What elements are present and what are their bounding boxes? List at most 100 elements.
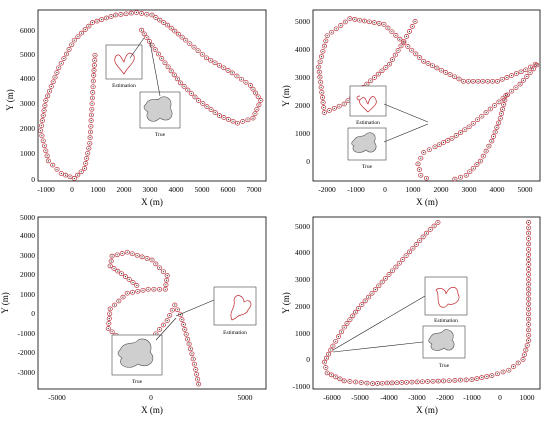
trajectory-point — [91, 62, 97, 68]
trajectory-point — [406, 29, 413, 34]
trajectory-point — [409, 47, 415, 53]
trajectory-center — [87, 152, 89, 154]
trajectory-center — [242, 120, 244, 123]
trajectory-center — [401, 381, 403, 384]
trajectory-center — [528, 259, 530, 261]
trajectory-point — [174, 76, 180, 82]
trajectory-point — [186, 341, 192, 347]
trajectory-center — [42, 140, 44, 142]
trajectory-point — [405, 44, 411, 49]
trajectory-point — [175, 307, 181, 313]
trajectory-markers — [321, 220, 532, 386]
trajectory-point — [470, 120, 476, 126]
trajectory-point — [86, 145, 92, 151]
trajectory-point — [208, 57, 214, 63]
trajectory-point — [333, 338, 339, 344]
trajectory-point — [135, 288, 141, 294]
trajectory-point — [355, 306, 361, 311]
trajectory-point — [66, 47, 72, 52]
trajectory-point — [336, 103, 342, 109]
trajectory-center — [528, 268, 530, 270]
x-tick-label: -2000 — [318, 185, 336, 194]
trajectory-center — [491, 375, 493, 377]
trajectory-point — [118, 12, 124, 17]
x-tick-label: 2000 — [434, 185, 449, 194]
trajectory-point — [338, 23, 344, 28]
trajectory-center — [166, 279, 168, 281]
trajectory-center — [111, 255, 113, 257]
trajectory-center — [48, 90, 51, 92]
trajectory-point — [358, 380, 364, 385]
trajectory-point — [452, 378, 458, 383]
trajectory-center — [118, 300, 120, 302]
trajectory-point — [435, 378, 441, 384]
inset-estimation: Estimation — [424, 276, 468, 324]
trajectory-point — [84, 156, 90, 161]
trajectory-center — [528, 283, 530, 285]
inset-arrow — [175, 299, 215, 317]
trajectory-center — [93, 69, 95, 71]
trajectory-center — [240, 78, 242, 80]
y-tick-label: 2000 — [295, 101, 310, 110]
trajectory-point — [109, 329, 115, 335]
trajectory-point — [490, 134, 497, 139]
trajectory-point — [475, 78, 481, 84]
trajectory-point — [318, 54, 325, 59]
trajectory-center — [193, 46, 195, 48]
trajectory-center — [354, 18, 356, 20]
trajectory-center — [86, 157, 88, 159]
y-axis-label: Y (m) — [0, 292, 10, 313]
inset-arrow — [383, 103, 429, 123]
trajectory-point — [401, 40, 407, 46]
trajectory-point — [527, 70, 533, 76]
trajectory-point — [352, 17, 358, 22]
trajectory-point — [509, 88, 515, 94]
trajectory-point — [187, 41, 193, 47]
trajectory-center — [92, 86, 94, 88]
y-tick-label: 2000 — [20, 270, 35, 279]
inset-arrow — [332, 341, 424, 353]
trajectory-center — [89, 142, 91, 144]
x-tick-label: -1000 — [463, 393, 481, 402]
x-tick-label: 5000 — [195, 185, 210, 194]
trajectory-center — [126, 292, 128, 294]
y-tick-label: 3000 — [20, 99, 35, 108]
trajectory-point — [190, 356, 196, 362]
trajectory-center — [442, 380, 445, 382]
trajectory-center — [68, 48, 70, 51]
trajectory-point — [526, 327, 532, 333]
trajectory-center — [255, 92, 257, 94]
trajectory-center — [65, 174, 67, 176]
trajectory-point — [323, 365, 329, 370]
trajectory-point — [82, 27, 88, 32]
trajectory-center — [198, 99, 200, 102]
trajectory-center — [503, 104, 505, 106]
trajectory-point — [92, 57, 98, 63]
trajectory-point — [89, 106, 95, 112]
trajectory-center — [96, 20, 98, 22]
trajectory-point — [78, 30, 85, 36]
trajectory-point — [452, 74, 458, 80]
x-tick-label: 0 — [149, 393, 153, 402]
true-shape — [351, 132, 377, 153]
x-tick-label: 0 — [70, 185, 74, 194]
trajectory-center — [73, 39, 75, 41]
trajectory-center — [218, 115, 220, 117]
trajectory-center — [349, 18, 351, 20]
trajectory-center — [528, 288, 530, 290]
trajectory-point — [429, 63, 436, 69]
x-tick-label: 0 — [498, 393, 502, 402]
trajectory-point — [520, 77, 526, 83]
trajectory-center — [402, 258, 404, 261]
x-tick-label: -6000 — [323, 393, 341, 402]
trajectory-center — [185, 39, 187, 41]
trajectory-center — [247, 119, 249, 121]
trajectory-center — [494, 104, 496, 107]
trajectory-center — [515, 87, 517, 89]
trajectory-center — [477, 80, 479, 82]
trajectory-center — [528, 308, 530, 310]
trajectory-center — [399, 38, 401, 40]
trajectory-point — [440, 140, 447, 145]
trajectory-center — [56, 168, 58, 170]
estimated-shape — [356, 95, 377, 113]
